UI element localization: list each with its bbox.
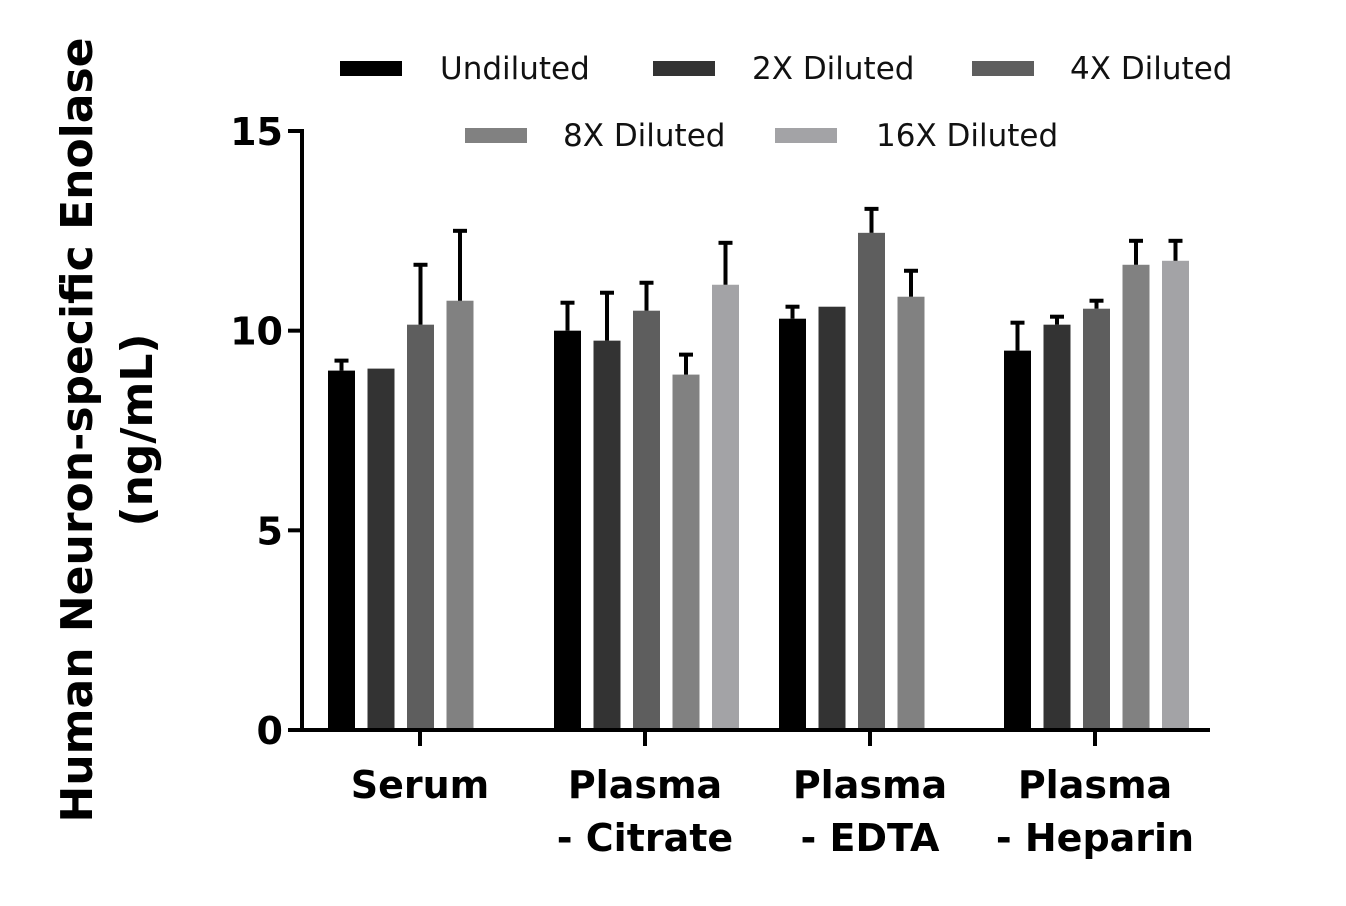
bar-3-3: [858, 232, 885, 730]
bar-4-1: [446, 300, 474, 730]
axes-group: [300, 129, 1210, 732]
legend-swatch-1: [340, 61, 402, 76]
y-tick-label-15: 15: [230, 110, 283, 154]
x-categories-group: Serum Plasma - Citrate Plasma - EDTA Plasma - …: [351, 730, 1194, 860]
bar-1-4: [1004, 350, 1031, 730]
legend-swatch-5: [775, 128, 837, 143]
bar-2-2: [593, 340, 621, 730]
category-label-2-line-2: - Citrate: [557, 816, 733, 860]
legend-label-3: 4X Diluted: [1070, 51, 1232, 87]
y-tick-label-0: 0: [257, 709, 283, 753]
legend-label-4: 8X Diluted: [563, 118, 725, 154]
y-tick-label-5: 5: [257, 509, 283, 553]
y-axis-label-line-1: Human Neuron-specific Enolase: [52, 38, 103, 823]
legend-label-2: 2X Diluted: [752, 51, 914, 87]
y-axis-label: Human Neuron-specific Enolase (ng/mL): [52, 38, 163, 823]
legend-swatch-3: [972, 61, 1034, 76]
category-label-3-line-2: - EDTA: [801, 816, 940, 860]
y-tick-label-10: 10: [230, 310, 283, 354]
bar-1-2: [554, 330, 581, 730]
bar-2-4: [1043, 324, 1071, 730]
legend: Undiluted 2X Diluted 4X Diluted 8X Diluted 1…: [340, 51, 1232, 154]
error-bars-group: [334, 206, 1183, 375]
category-label-1-line-1: Serum: [351, 763, 490, 807]
bar-4-3: [897, 296, 925, 730]
bar-2-1: [367, 368, 395, 730]
category-label-3-line-1: Plasma: [793, 763, 947, 807]
legend-label-5: 16X Diluted: [876, 118, 1058, 154]
bar-5-4: [1162, 260, 1189, 730]
category-label-4-line-2: - Heparin: [996, 816, 1194, 860]
bars-group: [328, 232, 1189, 730]
bar-4-4: [1122, 264, 1150, 730]
bar-3-2: [633, 310, 660, 730]
legend-label-1: Undiluted: [440, 51, 590, 87]
category-label-2-line-1: Plasma: [568, 763, 722, 807]
bar-5-2: [712, 284, 739, 730]
bar-1-1: [328, 370, 355, 730]
bar-3-4: [1083, 308, 1110, 730]
bar-2-3: [818, 306, 846, 730]
y-axis-label-line-2: (ng/mL): [112, 334, 163, 527]
bar-4-2: [672, 374, 700, 730]
bar-1-3: [779, 318, 806, 730]
y-ticks-group: 0 5 10 15: [230, 110, 302, 753]
legend-swatch-2: [653, 61, 715, 76]
category-label-4-line-1: Plasma: [1018, 763, 1172, 807]
bar-3-1: [407, 324, 434, 730]
legend-swatch-4: [465, 128, 527, 143]
